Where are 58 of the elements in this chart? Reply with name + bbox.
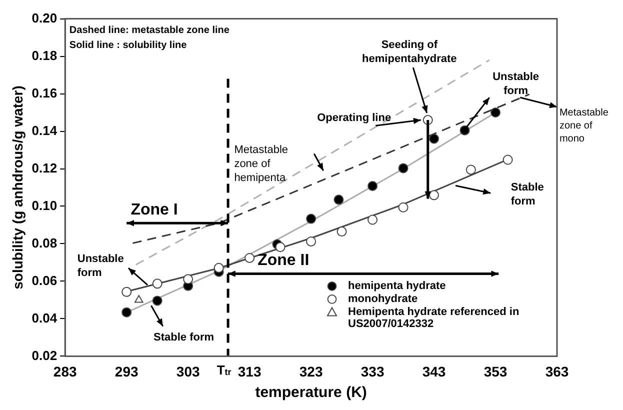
point <box>306 214 316 224</box>
point <box>334 194 344 205</box>
point <box>244 252 255 263</box>
x-axis-title: temperature (K) <box>255 384 367 402</box>
point <box>275 242 286 252</box>
y-tick-label: 0.18 <box>32 48 58 63</box>
point <box>214 262 224 273</box>
point <box>368 181 378 191</box>
y-tick-label: 0.20 <box>32 10 58 26</box>
point <box>122 307 132 318</box>
legend-label: hemipenta hydrate <box>348 280 446 292</box>
x-tick-label: 363 <box>545 363 569 380</box>
y-tick-label: 0.12 <box>32 160 58 176</box>
annotation: Dashed line: metastable zone line <box>69 24 230 36</box>
y-tick-label: 0.14 <box>32 122 58 138</box>
annotation: Unstable form <box>492 70 540 97</box>
annotation: Metastable zone of hemipenta <box>234 144 288 184</box>
point <box>183 274 194 284</box>
y-tick-label: 0.08 <box>32 235 58 250</box>
x-tick-label: 323 <box>299 363 323 380</box>
point <box>134 294 144 303</box>
legend-label: monohydrate <box>348 293 418 306</box>
legend-label: Hemipenta hydrate referenced in US2007/0142332 <box>348 306 520 330</box>
text: Metastable zone of mono <box>559 107 609 144</box>
annotation: Stable form <box>510 182 544 208</box>
point <box>466 164 476 175</box>
x-tick-label: 343 <box>422 363 446 380</box>
y-axis-title: solubility (g anhdrous/g water) <box>9 86 26 290</box>
x-tick-label: 283 <box>53 363 77 380</box>
point <box>368 214 378 225</box>
x-tick-label: 303 <box>176 363 200 380</box>
point <box>502 154 513 165</box>
annotation: Seeding of hemipentahydrate <box>362 39 457 66</box>
y-tick-label: 0.16 <box>32 85 58 100</box>
annotation: Zone II <box>258 252 310 270</box>
point <box>429 190 440 200</box>
y-tick-label: 0.06 <box>32 272 58 288</box>
annotation: Solid line : solubility line <box>69 40 188 51</box>
annotation: Zone I <box>130 201 178 218</box>
annotation: Operating line <box>317 112 392 124</box>
annotation: Unstable form <box>77 252 124 279</box>
point <box>306 236 316 246</box>
x-tick-label: 313 <box>238 363 262 380</box>
point <box>398 163 408 174</box>
point <box>398 202 408 212</box>
point <box>429 134 440 144</box>
point <box>152 278 162 289</box>
x-tick-label: 353 <box>484 363 508 380</box>
point <box>152 296 162 306</box>
ref-line-label: Ttr <box>216 362 232 378</box>
point <box>490 108 501 118</box>
x-tick-label: 293 <box>114 363 138 380</box>
y-tick-label: 0.10 <box>32 198 58 213</box>
y-tick-label: 0.04 <box>32 310 58 326</box>
annotation: Stable form <box>154 331 214 344</box>
x-tick-label: 333 <box>360 363 384 380</box>
point <box>122 286 132 297</box>
y-tick-label: 0.02 <box>32 348 58 363</box>
